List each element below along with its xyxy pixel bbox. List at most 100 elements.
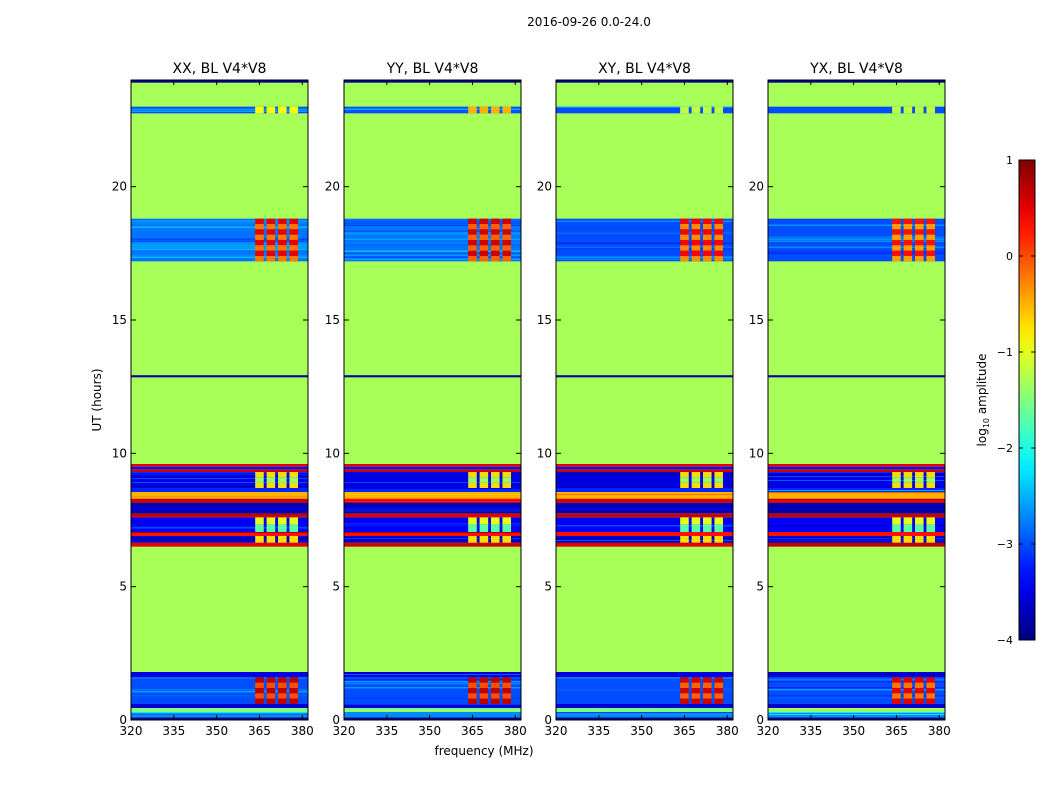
heatmap-texture-line bbox=[131, 525, 308, 527]
heatmap-texture-line bbox=[344, 250, 521, 252]
rfi-cell bbox=[479, 536, 489, 543]
heatmap-texture-line bbox=[768, 238, 945, 240]
rfi-cell bbox=[892, 224, 901, 230]
heatmap-texture-line bbox=[556, 242, 733, 244]
y-tick-label: 20 bbox=[749, 180, 764, 194]
rfi-cell bbox=[502, 224, 512, 230]
axes-frame bbox=[767, 79, 946, 721]
heatmap-texture-line bbox=[344, 230, 521, 232]
rfi-cell bbox=[903, 677, 913, 683]
rfi-cell bbox=[468, 482, 477, 488]
rfi-cell bbox=[255, 677, 264, 683]
x-tick-label: 335 bbox=[375, 724, 398, 738]
rfi-cell bbox=[289, 477, 299, 483]
rfi-cell bbox=[491, 218, 500, 224]
heatmap-band bbox=[768, 536, 945, 543]
rfi-cell bbox=[703, 240, 712, 246]
heatmap-texture-line bbox=[131, 527, 308, 529]
y-tick-label: 10 bbox=[325, 446, 340, 460]
heatmap-texture-line bbox=[131, 506, 308, 508]
rfi-cell bbox=[479, 688, 489, 694]
heatmap-area bbox=[556, 80, 733, 720]
heatmap-texture-line bbox=[768, 486, 945, 487]
y-tick-label: 20 bbox=[325, 180, 340, 194]
rfi-cell bbox=[278, 688, 287, 694]
rfi-cell bbox=[915, 245, 924, 251]
rfi-cell bbox=[703, 218, 712, 224]
x-tick-label: 335 bbox=[587, 724, 610, 738]
rfi-cell bbox=[278, 234, 287, 240]
x-tick-label: 335 bbox=[799, 724, 822, 738]
heatmap-texture-line bbox=[131, 521, 308, 523]
rfi-cell bbox=[468, 698, 477, 704]
rfi-cell bbox=[502, 688, 512, 694]
heatmap-band bbox=[556, 717, 733, 720]
panel-title: YY, BL V4*V8 bbox=[386, 61, 479, 77]
axes-frame bbox=[343, 79, 522, 721]
heatmap-texture-line bbox=[131, 529, 308, 531]
rfi-cell bbox=[892, 218, 901, 224]
heatmap-texture-line bbox=[131, 110, 308, 112]
heatmap-texture-line bbox=[131, 683, 308, 685]
rfi-cell bbox=[255, 682, 264, 688]
rfi-cell bbox=[903, 482, 913, 488]
rfi-cell bbox=[926, 106, 936, 114]
rfi-cell bbox=[680, 698, 689, 704]
heatmap-band bbox=[344, 502, 521, 514]
rfi-cell bbox=[714, 234, 724, 240]
heatmap-area bbox=[344, 80, 521, 720]
y-tick-label: 0 bbox=[756, 713, 764, 727]
rfi-cell bbox=[289, 245, 299, 251]
rfi-cell bbox=[915, 240, 924, 246]
rfi-cell bbox=[278, 240, 287, 246]
rfi-cell bbox=[680, 245, 689, 251]
heatmap-band bbox=[344, 466, 521, 470]
x-tick-label: 350 bbox=[842, 724, 865, 738]
rfi-cell bbox=[289, 234, 299, 240]
rfi-cell bbox=[892, 256, 901, 262]
heatmap-texture-line bbox=[131, 691, 308, 693]
rfi-cell bbox=[926, 224, 936, 230]
heatmap-texture-line bbox=[344, 256, 521, 258]
rfi-cell bbox=[680, 250, 689, 256]
rfi-cell bbox=[926, 240, 936, 246]
rfi-cell bbox=[892, 536, 901, 543]
rfi-cell bbox=[502, 250, 512, 256]
x-tick-label: 365 bbox=[461, 724, 484, 738]
rfi-cell bbox=[255, 224, 264, 230]
heatmap-band bbox=[344, 375, 521, 378]
rfi-cell bbox=[680, 229, 689, 235]
rfi-cell bbox=[703, 677, 712, 683]
heatmap-band bbox=[131, 672, 308, 678]
heatmap-texture-line bbox=[768, 681, 945, 683]
rfi-cell bbox=[266, 536, 276, 543]
heatmap-band bbox=[768, 492, 945, 499]
heatmap-band bbox=[556, 536, 733, 543]
rfi-cell bbox=[691, 229, 701, 235]
rfi-cell bbox=[255, 250, 264, 256]
rfi-cell bbox=[479, 256, 489, 262]
heatmap-texture-line bbox=[556, 246, 733, 248]
heatmap-texture-line bbox=[768, 695, 945, 697]
rfi-cell bbox=[926, 677, 936, 683]
heatmap-band bbox=[556, 492, 733, 499]
rfi-cell bbox=[926, 472, 936, 478]
heatmap-texture-line bbox=[131, 689, 308, 691]
rfi-cell bbox=[266, 106, 276, 114]
heatmap-texture-line bbox=[768, 674, 945, 675]
y-tick-label: 5 bbox=[119, 580, 127, 594]
rfi-cell bbox=[491, 536, 500, 543]
rfi-cell bbox=[703, 250, 712, 256]
rfi-cell bbox=[691, 234, 701, 240]
rfi-cell bbox=[926, 245, 936, 251]
rfi-cell bbox=[703, 477, 712, 483]
heatmap-texture-line bbox=[768, 515, 945, 517]
rfi-cell bbox=[255, 517, 264, 525]
rfi-cell bbox=[680, 693, 689, 699]
rfi-cell bbox=[255, 245, 264, 251]
rfi-cell bbox=[502, 234, 512, 240]
rfi-cell bbox=[691, 256, 701, 262]
heatmap-band bbox=[556, 672, 733, 678]
rfi-cell bbox=[255, 524, 264, 532]
